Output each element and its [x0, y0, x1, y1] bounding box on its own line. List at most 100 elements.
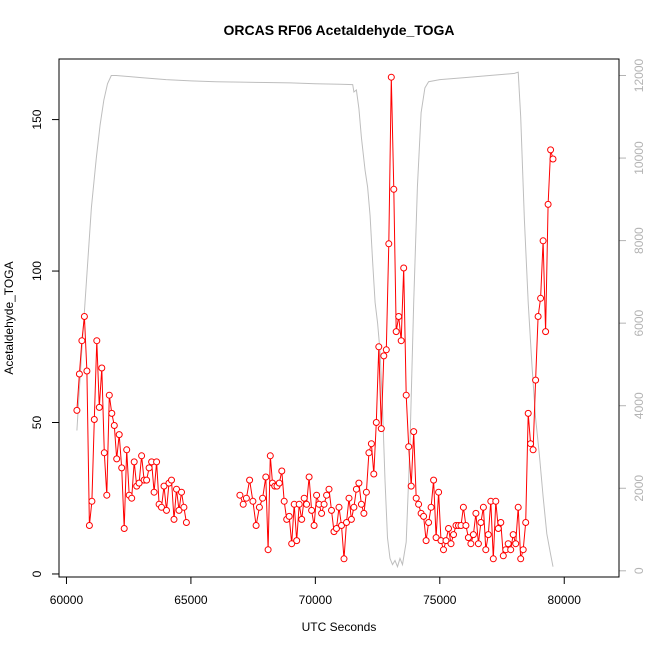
- data-point: [310, 522, 318, 529]
- data-point: [360, 509, 368, 517]
- data-point: [318, 509, 326, 517]
- data-point: [145, 464, 153, 472]
- data-point: [415, 500, 423, 508]
- data-point: [264, 546, 272, 554]
- data-point: [499, 552, 507, 560]
- data-point: [255, 503, 263, 511]
- data-point: [529, 446, 537, 454]
- data-point: [278, 467, 286, 475]
- data-point: [537, 294, 545, 302]
- data-point: [462, 522, 470, 529]
- data-point: [75, 370, 83, 378]
- data-point: [407, 482, 415, 490]
- data-point: [93, 337, 101, 345]
- data-point: [467, 540, 475, 548]
- data-point: [288, 540, 296, 548]
- data-point: [320, 500, 328, 508]
- y2-tick-label: 2000: [632, 475, 646, 502]
- plot-area: [73, 71, 557, 569]
- y2-tick-label: 12000: [632, 59, 646, 93]
- data-point: [447, 540, 455, 548]
- data-point: [88, 497, 96, 505]
- data-point: [168, 476, 175, 484]
- data-point: [382, 346, 390, 354]
- data-point: [402, 391, 410, 399]
- data-point: [425, 519, 433, 526]
- data-point: [362, 488, 370, 496]
- y-tick-label: 50: [30, 416, 44, 430]
- data-point: [239, 500, 247, 508]
- data-point: [173, 485, 180, 493]
- data-point: [367, 440, 375, 448]
- data-point: [115, 431, 123, 439]
- data-point: [110, 422, 118, 429]
- y-tick-label: 100: [30, 261, 44, 281]
- data-point: [392, 328, 400, 336]
- data-point: [517, 555, 525, 563]
- data-point: [78, 337, 86, 345]
- data-point: [440, 546, 447, 554]
- y2-tick-label: 4000: [632, 392, 646, 419]
- data-point: [266, 452, 274, 460]
- data-point: [128, 494, 136, 502]
- data-point: [544, 200, 552, 208]
- chart-title: ORCAS RF06 Acetaldehyde_TOGA: [223, 22, 454, 38]
- data-point: [103, 491, 111, 499]
- data-point: [178, 488, 185, 496]
- data-point: [143, 476, 151, 484]
- plot-frame: [58, 58, 620, 578]
- data-point: [422, 537, 430, 545]
- data-point: [405, 443, 413, 451]
- data-point: [484, 531, 492, 539]
- data-point: [73, 406, 81, 414]
- data-point: [494, 525, 502, 532]
- data-point: [547, 146, 555, 154]
- data-point: [328, 506, 335, 514]
- x-tick-label: 60000: [50, 593, 84, 607]
- data-point: [397, 337, 405, 345]
- data-point: [532, 376, 540, 384]
- data-point: [372, 419, 380, 426]
- data-point: [390, 185, 398, 193]
- data-point: [113, 455, 121, 463]
- y-axis: 0 50 100 150: [30, 109, 60, 577]
- data-point: [236, 491, 244, 499]
- data-point: [95, 403, 103, 411]
- data-point: [477, 519, 485, 526]
- data-point: [385, 240, 393, 248]
- data-point: [85, 522, 93, 529]
- data-point: [492, 497, 500, 505]
- data-point: [542, 328, 550, 336]
- data-point: [340, 555, 348, 563]
- y-tick-label: 0: [30, 570, 44, 577]
- data-point: [420, 512, 428, 520]
- data-point: [347, 515, 355, 523]
- secondary-y-axis: 0 2000 4000 6000 8000 10000 12000: [618, 59, 646, 574]
- data-point: [479, 503, 487, 511]
- data-point: [519, 546, 527, 554]
- data-point: [469, 531, 477, 539]
- data-point: [345, 494, 353, 502]
- data-point: [305, 473, 313, 481]
- data-point: [355, 479, 363, 487]
- data-point: [459, 503, 467, 511]
- data-point: [335, 503, 343, 511]
- data-point: [539, 237, 547, 245]
- data-point: [293, 537, 301, 545]
- x-tick-label: 80000: [548, 593, 582, 607]
- data-point: [400, 264, 408, 272]
- y-tick-label: 150: [30, 109, 44, 129]
- data-point: [259, 494, 267, 502]
- data-point: [509, 531, 517, 539]
- y2-tick-label: 10000: [632, 141, 646, 175]
- data-point: [323, 491, 331, 499]
- x-axis: 60000 65000 70000 75000 80000: [50, 576, 582, 607]
- data-point: [100, 449, 108, 457]
- data-point: [430, 476, 438, 484]
- data-point: [549, 155, 557, 163]
- data-point: [308, 506, 316, 514]
- data-point: [338, 522, 345, 529]
- data-point: [285, 512, 293, 520]
- data-point: [118, 464, 126, 472]
- data-point: [90, 416, 98, 423]
